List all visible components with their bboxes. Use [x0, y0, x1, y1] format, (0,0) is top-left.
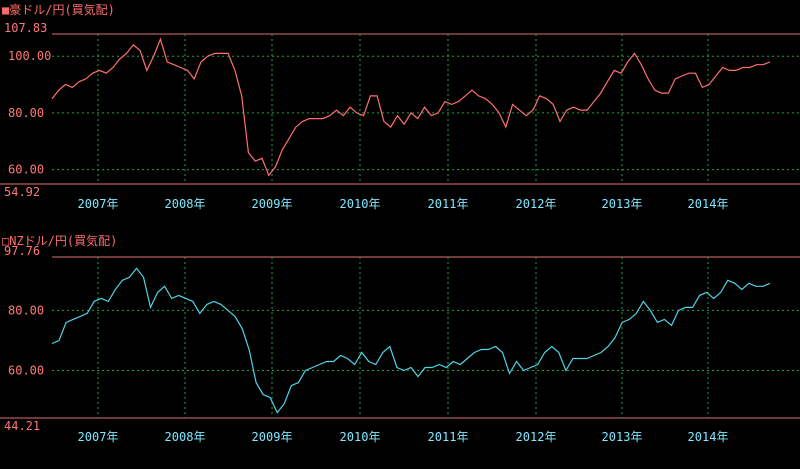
series-line	[51, 267, 771, 414]
y-tick-label: 60.00	[8, 163, 44, 177]
x-tick-label: 2007年	[78, 197, 119, 211]
x-tick-label: 2011年	[428, 197, 469, 211]
x-tick-label: 2010年	[340, 430, 381, 444]
y-tick-label: 80.00	[8, 303, 44, 317]
x-tick-label: 2007年	[78, 430, 119, 444]
x-tick-label: 2008年	[165, 430, 206, 444]
x-tick-label: 2011年	[428, 430, 469, 444]
x-tick-label: 2014年	[688, 197, 729, 211]
y-tick-label: 107.83	[4, 21, 47, 35]
x-tick-label: 2012年	[516, 430, 557, 444]
x-tick-label: 2013年	[602, 430, 643, 444]
y-tick-label: 60.00	[8, 364, 44, 378]
y-tick-label: 100.00	[8, 49, 51, 63]
x-tick-label: 2009年	[252, 430, 293, 444]
x-tick-label: 2010年	[340, 197, 381, 211]
x-tick-label: 2009年	[252, 197, 293, 211]
chart-title: □NZドル/円(買気配)	[2, 233, 117, 248]
x-tick-label: 2013年	[602, 197, 643, 211]
y-tick-label: 80.00	[8, 106, 44, 120]
y-tick-label: 54.92	[4, 185, 40, 199]
chart-title: ■豪ドル/円(買気配)	[2, 2, 115, 17]
y-tick-label: 44.21	[4, 419, 40, 433]
x-tick-label: 2014年	[688, 430, 729, 444]
series-line	[51, 37, 771, 177]
y-tick-label: 97.76	[4, 244, 40, 258]
x-tick-label: 2012年	[516, 197, 557, 211]
x-tick-label: 2008年	[165, 197, 206, 211]
